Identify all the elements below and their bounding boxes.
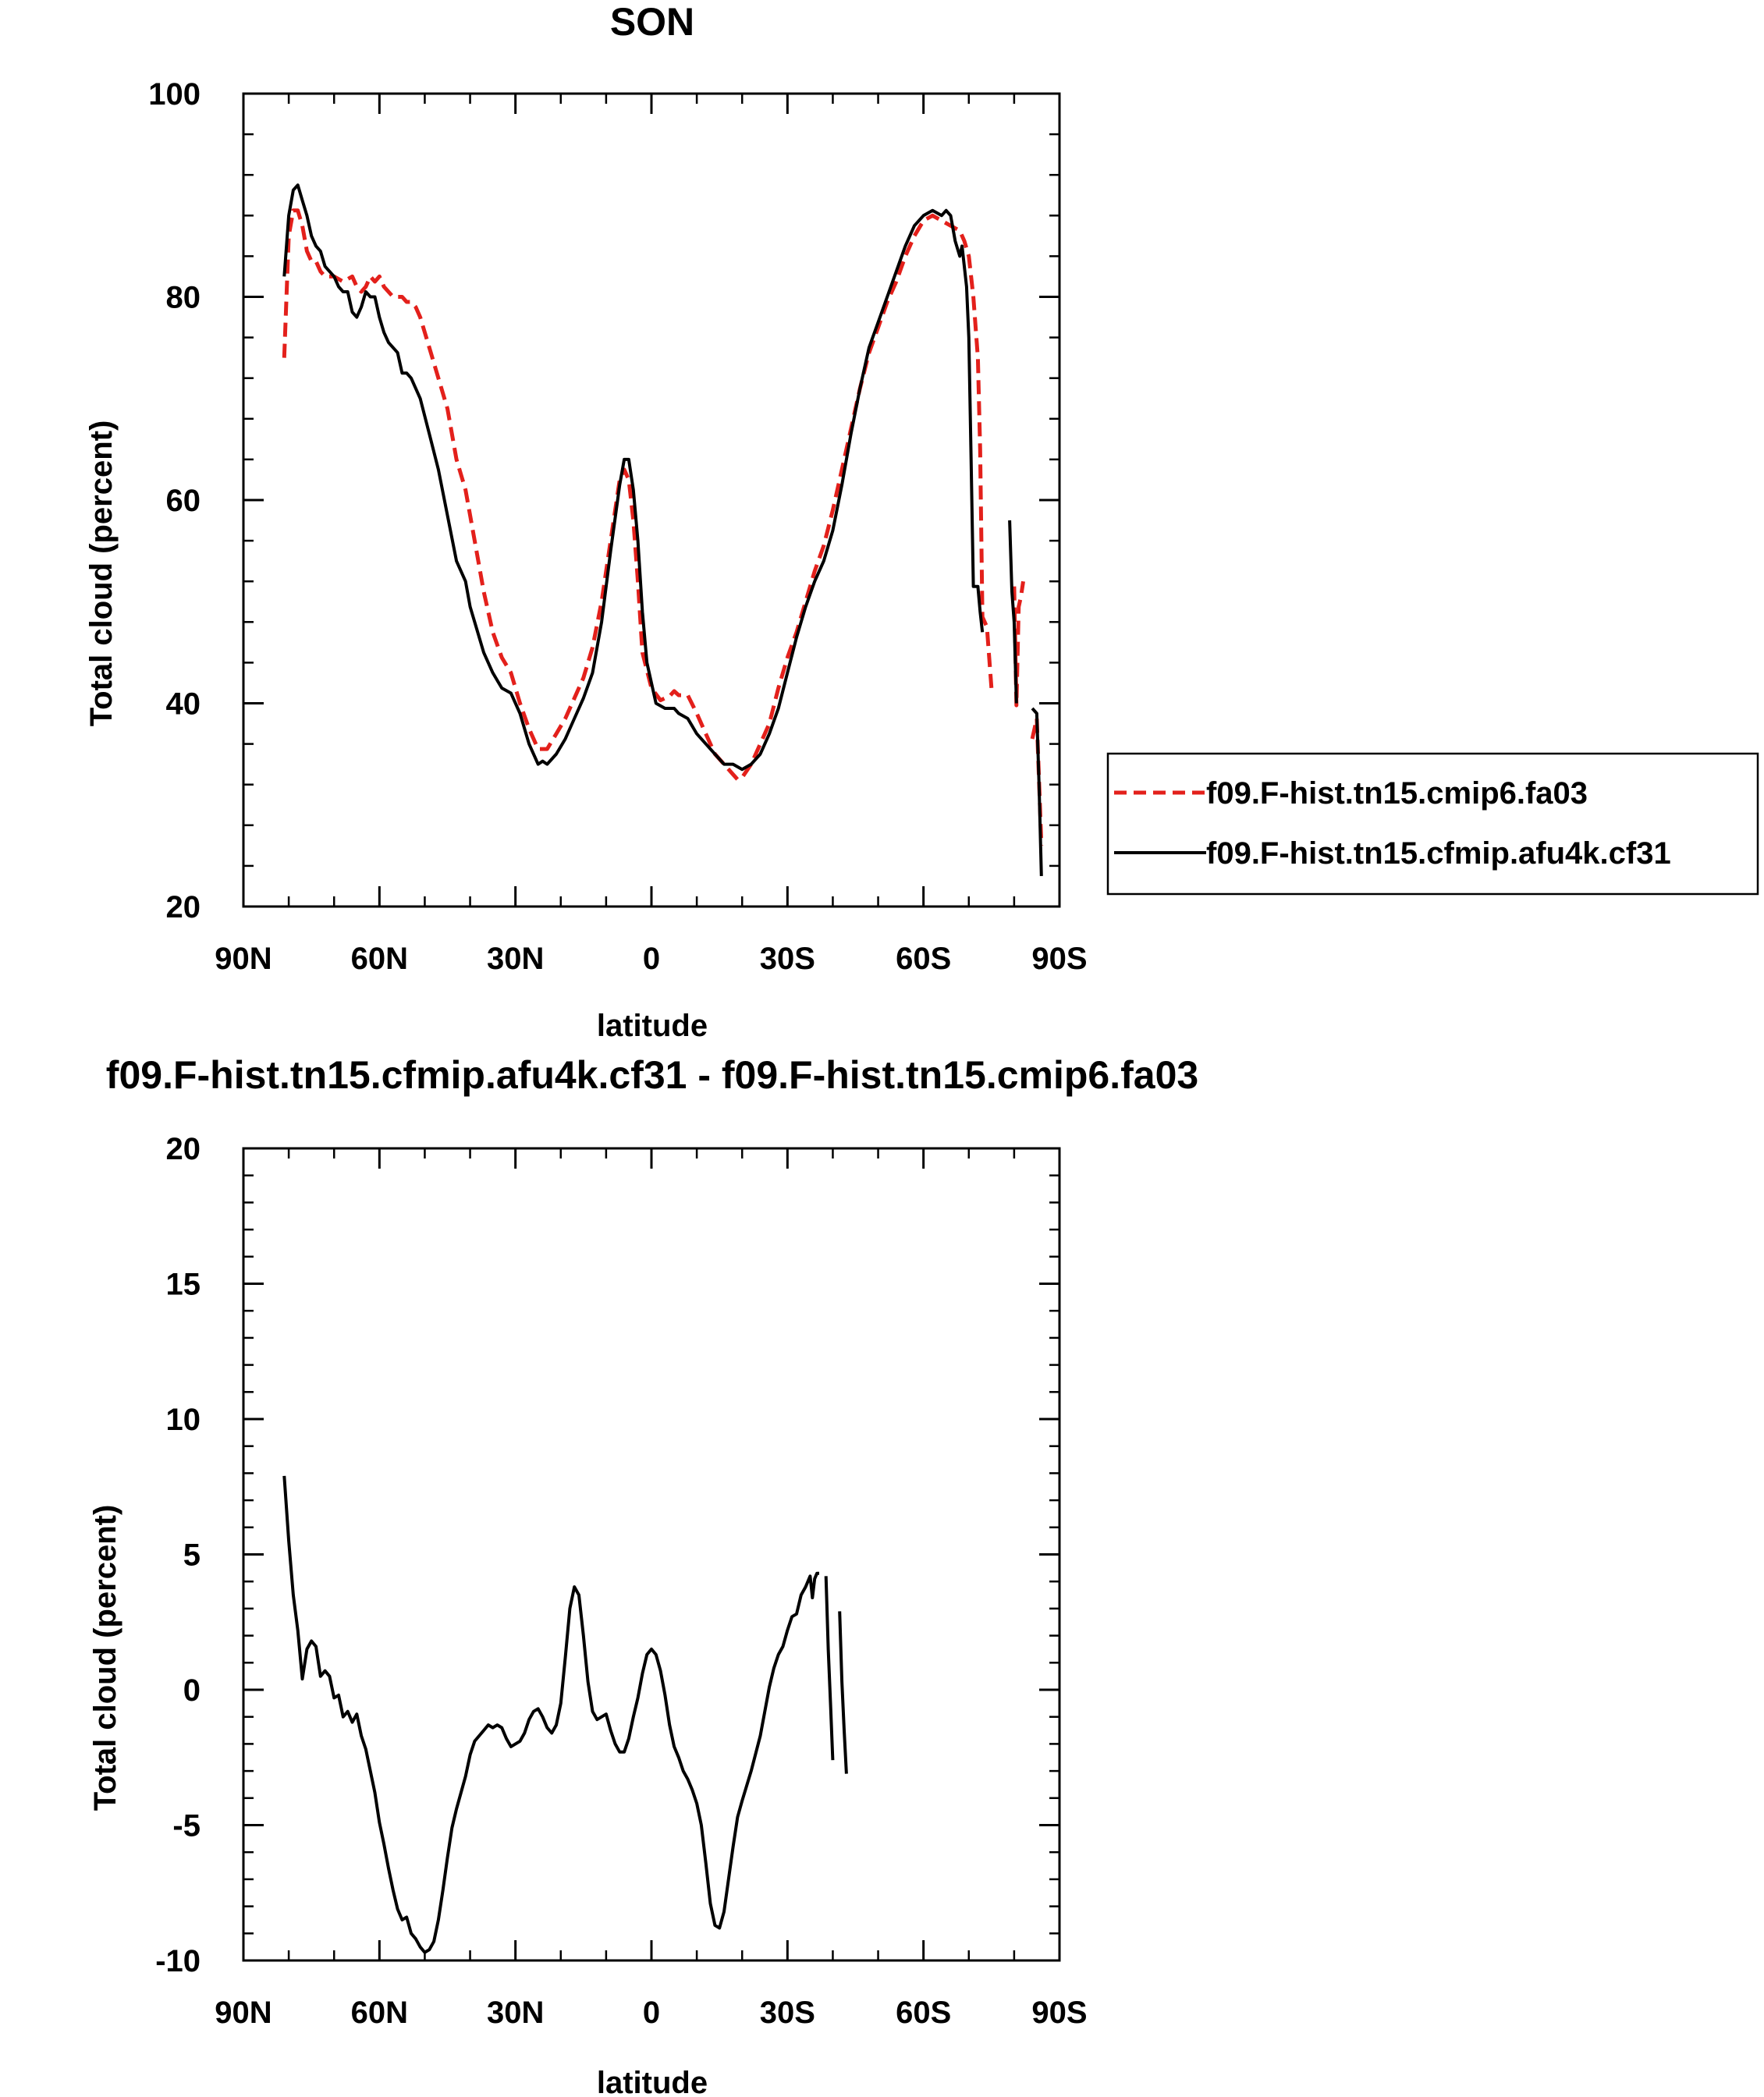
- top-x-tick-label: 60N: [351, 942, 408, 976]
- top-x-axis-label: latitude: [597, 1009, 708, 1043]
- bottom-x-tick-label: 90N: [215, 1996, 272, 2030]
- top-y-tick-label: 60: [166, 484, 201, 518]
- top-x-tick-label: 90S: [1031, 942, 1087, 976]
- bottom-y-tick-label: 20: [166, 1132, 201, 1166]
- bottom-y-axis-label: Total cloud (percent): [88, 1505, 122, 1811]
- top-x-tick-label: 30N: [487, 942, 544, 976]
- bottom-x-tick-label: 60N: [351, 1996, 408, 2030]
- top-series-solid-black-line: [1008, 520, 1018, 704]
- bottom-series-solid-black-line: [282, 1475, 819, 1954]
- legend-label-cfmip: f09.F-hist.tn15.cfmip.afu4k.cf31: [1206, 836, 1671, 871]
- bottom-y-tick-label: 15: [166, 1268, 201, 1302]
- bottom-y-tick-label: 10: [166, 1403, 201, 1437]
- bottom-x-axis-label: latitude: [597, 2066, 708, 2097]
- bottom-x-tick-label: 30S: [760, 1996, 815, 2030]
- bottom-series-solid-black-line: [824, 1576, 835, 1761]
- top-y-tick-label: 20: [166, 890, 201, 924]
- bottom-y-tick-label: 5: [183, 1538, 201, 1573]
- top-x-tick-label: 30S: [760, 942, 815, 976]
- top-series-solid-black-line: [1031, 707, 1043, 876]
- legend-label-cmip6: f09.F-hist.tn15.cmip6.fa03: [1206, 776, 1588, 811]
- bottom-x-tick-label: 60S: [896, 1996, 951, 2030]
- top-chart-title: SON: [610, 0, 694, 44]
- bottom-x-tick-label: 90S: [1031, 1996, 1087, 2030]
- bottom-series-solid-black-line: [838, 1611, 848, 1774]
- bottom-y-tick-label: -10: [155, 1944, 201, 1978]
- top-plot-frame: [242, 92, 1061, 908]
- bottom-y-tick-label: -5: [172, 1809, 201, 1843]
- top-x-tick-label: 0: [643, 942, 660, 976]
- top-panel: SON 90N 60N 30N 0 30S 60S 90S 20 40 60 80 100 latit…: [84, 0, 1759, 1043]
- top-x-tick-label: 90N: [215, 942, 272, 976]
- bottom-panel: f09.F-hist.tn15.cfmip.afu4k.cf31 - f09.F…: [88, 1053, 1198, 2097]
- top-y-tick-label: 80: [166, 281, 201, 315]
- top-series-solid-black-line: [282, 183, 985, 772]
- top-y-tick-label: 100: [148, 77, 201, 112]
- bottom-plot-frame: [242, 1147, 1061, 1962]
- bottom-y-tick-label: 0: [183, 1673, 201, 1708]
- top-series-dashed-red-line: [282, 208, 994, 782]
- bottom-x-tick-label: 0: [643, 1996, 660, 2030]
- bottom-x-tick-label: 30N: [487, 1996, 544, 2030]
- top-y-axis-label: Total cloud (percent): [84, 420, 119, 727]
- top-x-tick-label: 60S: [896, 942, 951, 976]
- top-y-tick-label: 40: [166, 687, 201, 722]
- legend-box: [1106, 752, 1759, 896]
- legend: f09.F-hist.tn15.cmip6.fa03 f09.F-hist.tn…: [1106, 752, 1759, 896]
- bottom-chart-title: f09.F-hist.tn15.cfmip.afu4k.cf31 - f09.F…: [106, 1053, 1198, 1097]
